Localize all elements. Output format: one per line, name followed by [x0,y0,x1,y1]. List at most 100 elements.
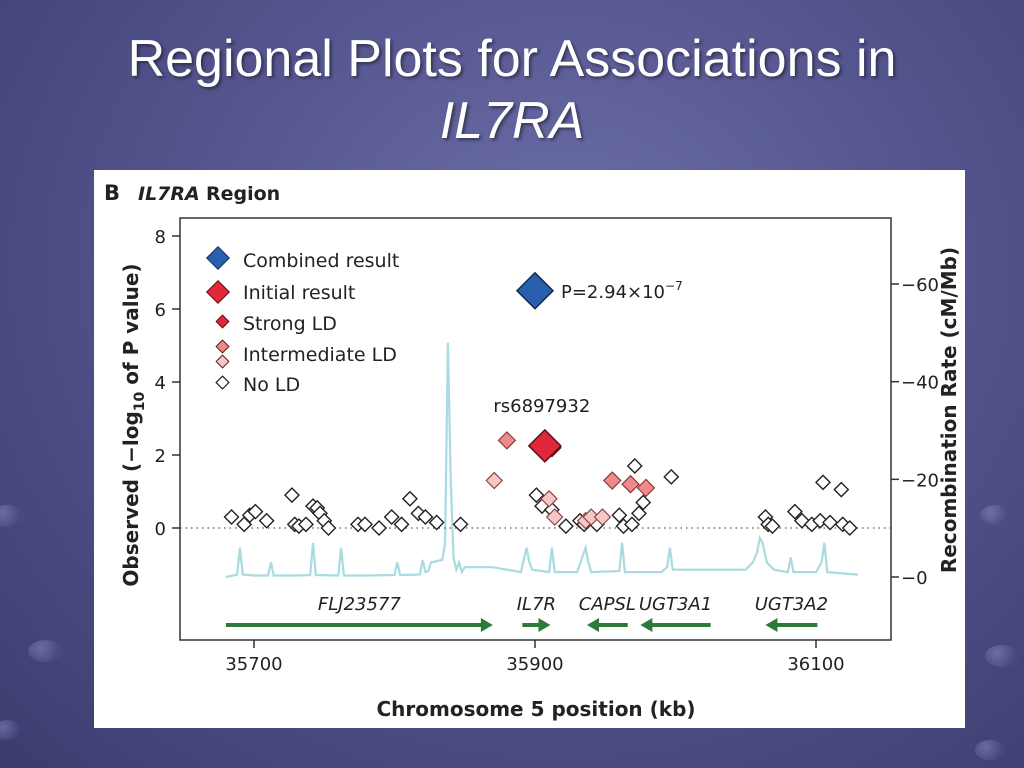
snp-label: rs6897932 [493,396,590,417]
snp-point-intermediate-ld [497,431,517,450]
p-value-annotation: P=2.94×10−7 [561,279,683,303]
initial-result-point [527,428,562,463]
y-axis-label-part2: of P value) [119,263,143,391]
snp-point-intermediate-ld [602,471,622,490]
x-axis-label: Chromosome 5 position (kb) [376,697,695,721]
snp-point-none-ld [357,516,373,533]
y2-axis-label: Recombination Rate (cM/Mb) [937,247,961,573]
p-value-exponent: −7 [665,279,683,293]
regional-plot: B IL7RA Region 0 2 4 6 8 −0 −20 −40 −60 35700 3590… [104,181,961,721]
gene-label: CAPSL [579,594,636,615]
legend-marker-no-ld [215,375,230,390]
snp-point-none-ld [247,503,264,520]
snp-point-intermediate-ld [621,474,640,494]
gene-ugt3a1: UGT3A1 [639,594,712,632]
gene-arrow-head [765,618,778,632]
gene-arrow-head [640,618,653,632]
snp-point-none-ld [320,520,337,536]
snp-point-none-ld [297,516,314,533]
y2-tick-label: −40 [901,373,939,394]
gene-arrow-head [480,618,493,632]
snp-point-intermediate-ld [636,478,656,498]
legend-label-strong-ld: Strong LD [243,313,337,335]
snp-point-none-ld [371,520,388,536]
gene-label: IL7R [517,594,556,615]
figure-panel: B IL7RA Region 0 2 4 6 8 −0 −20 −40 −60 35700 3590… [94,170,965,728]
gene-arrow-head [538,618,551,632]
x-tick-label: 35900 [506,654,563,675]
gene-ugt3a2: UGT3A2 [755,594,828,632]
gene-flj23577: FLJ23577 [225,594,493,632]
gene-capsl: CAPSL [579,594,636,632]
y-tick-label: 4 [155,373,166,394]
snp-point-none-ld [815,474,832,491]
snp-point-none-ld [635,494,652,511]
y-tick-label: 2 [155,446,166,467]
snp-point-none-ld [786,503,803,520]
slide-title-line1: Regional Plots for Associations in [127,30,897,88]
legend-label-intermediate-ld: Intermediate LD [243,344,397,366]
recombination-layer [225,342,859,579]
gene-il7r: IL7R [517,594,556,632]
snp-point-none-ld [623,516,640,533]
decor-bubble [980,505,1010,525]
x-tick-label: 36100 [787,654,844,675]
legend-label-combined: Combined result [243,250,399,272]
slide-title-line2: IL7RA [439,92,585,150]
legend: Combined result Initial result Strong LD… [205,245,399,396]
slide-title: Regional Plots for Associations in IL7RA [0,28,1024,152]
legend-marker-intermediate-ld [215,339,230,354]
y-axis-label-subscript: 10 [132,391,148,411]
snp-point-weak-ld [545,508,564,526]
snp-point-none-ld [393,516,410,533]
snp-point-weak-ld [540,490,558,508]
snp-point-none-ld [833,481,850,498]
snp-point-none-ld [528,487,545,504]
legend-label-no-ld: No LD [243,374,300,396]
snp-point-none-ld [663,468,680,485]
combined-result-point [515,271,555,310]
gene-label: UGT3A1 [639,594,712,615]
decor-bubble [975,740,1005,760]
y-tick-label: 0 [155,519,166,540]
snp-point-none-ld [630,505,647,522]
snp-point-weak-ld [485,471,504,490]
panel-letter: B [104,181,120,205]
gene-arrow-head [586,618,599,632]
snp-point-none-ld [452,516,469,533]
snp-point-none-ld [626,457,643,474]
y-axis-label-part1: Observed (−log [119,411,143,586]
legend-marker-combined [205,245,231,271]
gene-label: UGT3A2 [755,594,828,615]
panel-region-word: Region [206,183,280,205]
snp-point-none-ld [764,518,781,535]
p-value-base: P=2.94×10 [561,282,665,303]
decor-bubble [985,645,1019,667]
legend-marker-strong-ld [215,314,230,329]
y2-tick-label: −0 [901,568,928,589]
y-tick-label: 8 [155,227,166,248]
y2-tick-label: −20 [901,470,939,491]
gene-label: FLJ23577 [318,594,401,615]
snp-point-none-ld [812,512,829,529]
genes-layer: FLJ23577 IL7R CAPSL UGT3A1 UGT3A2 [225,594,828,632]
legend-marker-weak-ld [215,354,230,369]
snp-point-none-ld [258,512,275,529]
y2-tick-label: −60 [901,275,939,296]
decor-bubble [0,505,24,527]
snp-point-none-ld [428,514,445,531]
y-axis-label: Observed (−log10 of P value) [119,263,148,586]
snp-point-none-ld [417,509,434,526]
legend-marker-initial [205,279,231,305]
legend-label-initial: Initial result [243,282,355,304]
snp-point-none-ld [822,514,839,531]
snp-point-none-ld [401,490,418,507]
recombination-line [225,342,859,579]
snp-point-weak-ld [593,508,612,526]
x-tick-label: 35700 [225,654,282,675]
snp-point-none-ld [841,520,858,536]
snp-point-none-ld [611,507,628,524]
points-layer [223,271,858,536]
axes-layer: 0 2 4 6 8 −0 −20 −40 −60 35700 35900 36100 [155,227,939,675]
snp-point-none-ld [283,487,300,504]
